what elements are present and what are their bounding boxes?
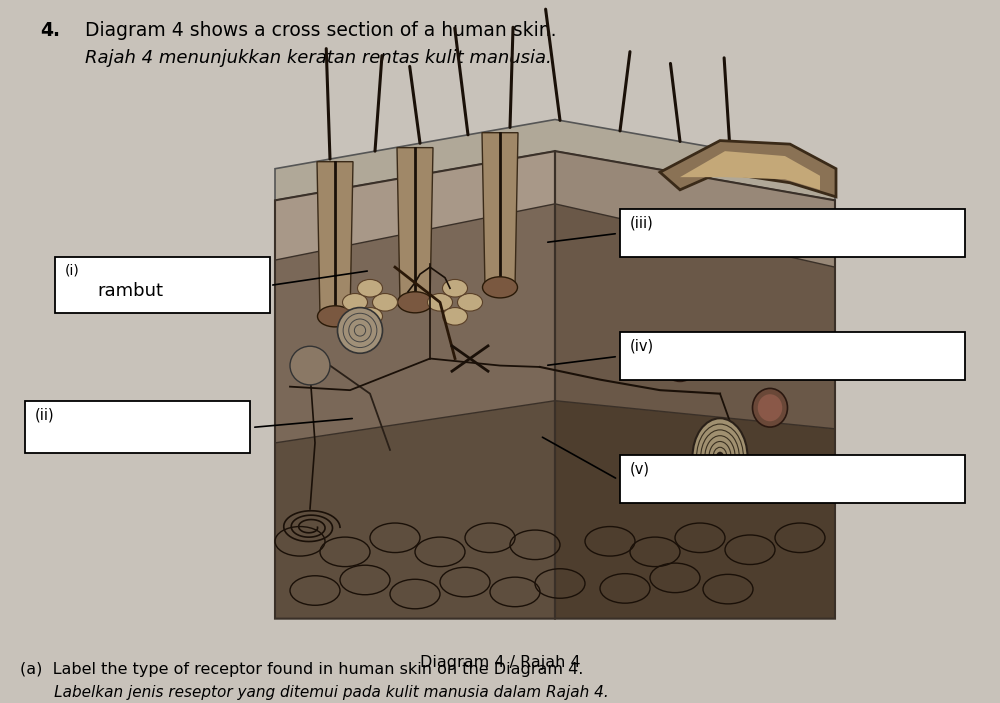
Text: (i): (i) xyxy=(65,264,80,278)
Polygon shape xyxy=(397,148,433,302)
Polygon shape xyxy=(275,151,555,260)
Ellipse shape xyxy=(398,292,432,313)
Polygon shape xyxy=(275,204,555,443)
Ellipse shape xyxy=(482,277,518,298)
Polygon shape xyxy=(275,401,555,619)
Polygon shape xyxy=(275,120,835,200)
Ellipse shape xyxy=(660,336,700,381)
Text: (iii): (iii) xyxy=(630,216,654,231)
Ellipse shape xyxy=(753,388,788,427)
Ellipse shape xyxy=(442,279,468,297)
FancyBboxPatch shape xyxy=(25,401,250,453)
Polygon shape xyxy=(555,151,835,267)
Text: Labelkan jenis reseptor yang ditemui pada kulit manusia dalam Rajah 4.: Labelkan jenis reseptor yang ditemui pad… xyxy=(20,685,609,700)
Ellipse shape xyxy=(358,279,382,297)
Text: (iv): (iv) xyxy=(630,339,654,354)
Ellipse shape xyxy=(692,418,748,496)
Polygon shape xyxy=(317,162,353,316)
Text: 4.: 4. xyxy=(40,21,60,40)
Polygon shape xyxy=(660,141,836,197)
Ellipse shape xyxy=(442,308,468,325)
Text: (ii): (ii) xyxy=(35,408,55,423)
FancyBboxPatch shape xyxy=(620,455,965,503)
Ellipse shape xyxy=(338,307,382,353)
Ellipse shape xyxy=(758,394,782,421)
FancyBboxPatch shape xyxy=(620,332,965,380)
Text: Rajah 4 menunjukkan keratan rentas kulit manusia.: Rajah 4 menunjukkan keratan rentas kulit… xyxy=(85,49,552,67)
FancyBboxPatch shape xyxy=(620,209,965,257)
FancyBboxPatch shape xyxy=(55,257,270,313)
Text: Diagram 4 / Rajah 4: Diagram 4 / Rajah 4 xyxy=(420,655,580,670)
Ellipse shape xyxy=(372,294,398,311)
Text: (a)  Label the type of receptor found in human skin on the Diagram 4.: (a) Label the type of receptor found in … xyxy=(20,662,583,677)
Ellipse shape xyxy=(358,308,382,325)
Ellipse shape xyxy=(290,347,330,385)
Text: rambut: rambut xyxy=(97,283,163,300)
Polygon shape xyxy=(555,204,835,429)
Ellipse shape xyxy=(716,452,724,463)
Polygon shape xyxy=(482,133,518,288)
Polygon shape xyxy=(680,151,820,190)
Ellipse shape xyxy=(318,306,352,327)
Text: (v): (v) xyxy=(630,462,650,477)
Polygon shape xyxy=(555,401,835,619)
Ellipse shape xyxy=(458,294,483,311)
Ellipse shape xyxy=(342,294,368,311)
Ellipse shape xyxy=(666,342,694,375)
Text: Diagram 4 shows a cross section of a human skin.: Diagram 4 shows a cross section of a hum… xyxy=(85,21,556,40)
Ellipse shape xyxy=(428,294,452,311)
